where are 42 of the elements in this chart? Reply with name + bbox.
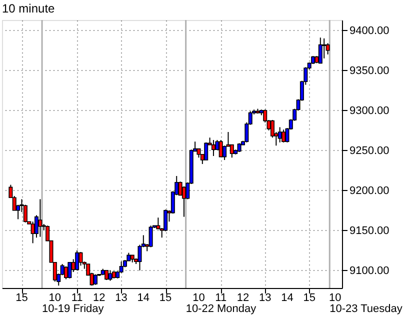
y-tick-label: 9350.00	[350, 64, 390, 77]
candlestick	[148, 225, 153, 248]
x-tick-label: 12	[236, 292, 250, 304]
y-tick-label: 9200.00	[350, 184, 390, 197]
candlestick	[230, 144, 234, 158]
x-tick-label: 15	[16, 292, 28, 304]
candlestick	[108, 270, 112, 282]
candlestick	[278, 126, 282, 143]
y-tick-label: 9150.00	[350, 224, 390, 237]
candlestick	[75, 250, 80, 271]
chart-title: 10 minute	[2, 1, 56, 16]
x-tick-label: 11	[215, 292, 227, 304]
x-tick-label: 14	[281, 292, 294, 304]
candlestick	[138, 244, 142, 271]
candlestick	[318, 37, 322, 64]
candlestick	[68, 262, 72, 279]
candlestick	[93, 274, 98, 286]
x-tick-label: 13	[258, 292, 272, 304]
x-tick-label: 13	[115, 292, 128, 304]
x-tick-label: 14	[137, 292, 150, 304]
y-tick-label: 9400.00	[350, 24, 390, 37]
y-tick-label: 9250.00	[350, 144, 390, 157]
candlestick	[282, 129, 286, 143]
candlestick	[326, 42, 330, 55]
candlestick	[218, 140, 223, 158]
text: 10-22 Monday	[186, 303, 257, 315]
text: 10-19 Friday	[42, 303, 104, 315]
candlestick	[38, 198, 42, 238]
candlestick	[204, 142, 208, 160]
x-tick-label: 15	[159, 292, 172, 304]
text: 10-23 Tuesday	[330, 303, 403, 315]
candlestick	[78, 252, 83, 266]
x-tick-label: 11	[71, 292, 83, 304]
x-tick-label: 10	[48, 292, 62, 304]
x-tick-label: 10	[329, 292, 342, 304]
x-tick-label: 12	[93, 292, 106, 304]
x-tick-label: 15	[303, 292, 316, 304]
candlestick	[104, 270, 109, 280]
x-tick-label: 10	[192, 292, 205, 304]
y-tick-label: 9100.00	[350, 264, 390, 277]
candlestick	[222, 145, 227, 160]
y-tick-label: 9300.00	[350, 104, 390, 117]
